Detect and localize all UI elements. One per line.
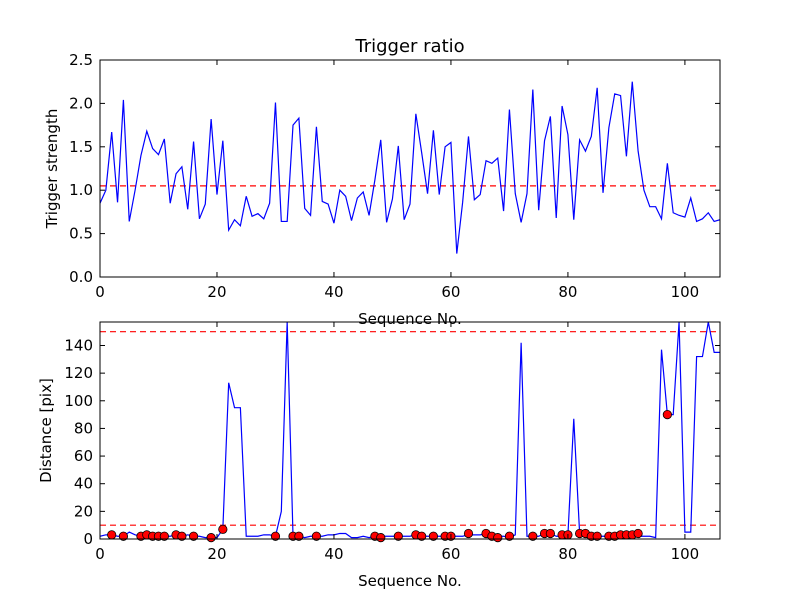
x-tick-label: 40 (324, 545, 343, 563)
y-tick-label: 1.5 (69, 138, 93, 156)
axes-frame (99, 59, 721, 278)
x-tick-label: 20 (207, 545, 226, 563)
x-tick-label: 0 (95, 545, 105, 563)
data-point (428, 531, 438, 541)
y-axis-label: Trigger strength (43, 109, 61, 230)
y-tick-label: 20 (74, 502, 93, 520)
data-point (393, 531, 403, 541)
x-tick-label: 60 (441, 283, 460, 301)
x-tick-label: 0 (95, 283, 105, 301)
y-tick-label: 1.0 (69, 181, 93, 199)
data-point (294, 531, 304, 541)
y-tick-label: 0 (83, 530, 93, 548)
data-point (545, 528, 555, 539)
x-tick-label: 40 (324, 283, 343, 301)
data-point (376, 533, 386, 543)
data-point (188, 531, 199, 541)
data-point (504, 531, 515, 541)
x-tick-label: 100 (671, 283, 700, 301)
y-tick-label: 120 (64, 364, 93, 382)
y-tick-label: 140 (64, 336, 93, 354)
data-point (463, 528, 474, 539)
data-point (311, 531, 322, 541)
data-point (270, 531, 281, 541)
data-point (493, 533, 503, 543)
x-tick-label: 100 (671, 545, 700, 563)
x-axis-label: Sequence No. (358, 572, 462, 590)
data-point (206, 533, 216, 543)
data-point (107, 530, 117, 540)
y-tick-label: 80 (74, 419, 93, 437)
y-axis-label: Distance [pix] (37, 378, 55, 483)
series-line (100, 322, 720, 539)
y-tick-label: 40 (74, 475, 93, 493)
x-tick-label: 60 (441, 545, 460, 563)
y-tick-label: 0.5 (69, 225, 93, 243)
y-tick-label: 60 (74, 447, 93, 465)
x-tick-label: 20 (207, 283, 226, 301)
x-tick-label: 80 (558, 283, 577, 301)
x-axis-label: Sequence No. (358, 310, 462, 328)
y-tick-label: 2.0 (69, 94, 93, 112)
x-tick-label: 80 (558, 545, 577, 563)
top-axes: 0 20 40 60 80 100 0.0 0.5 1.0 1.5 2.0 2.5 Trigger ra… (43, 36, 721, 328)
data-point (633, 528, 643, 539)
y-tick-label: 2.5 (69, 51, 93, 69)
y-tick-label: 0.0 (69, 268, 93, 286)
data-point (528, 531, 538, 541)
data-point (177, 531, 187, 541)
data-point (592, 531, 602, 541)
data-point (118, 531, 128, 541)
chart-title: Trigger ratio (354, 36, 464, 57)
y-tick-label: 100 (64, 392, 93, 410)
data-point (218, 524, 228, 534)
data-point (417, 531, 427, 541)
axes-frame (99, 321, 721, 540)
data-point (662, 410, 672, 420)
series-line (100, 81, 720, 254)
data-point (159, 531, 169, 541)
bottom-axes: 0 20 40 60 80 100 0 20 40 60 80 100 120 140 Sequence N… (37, 321, 721, 590)
